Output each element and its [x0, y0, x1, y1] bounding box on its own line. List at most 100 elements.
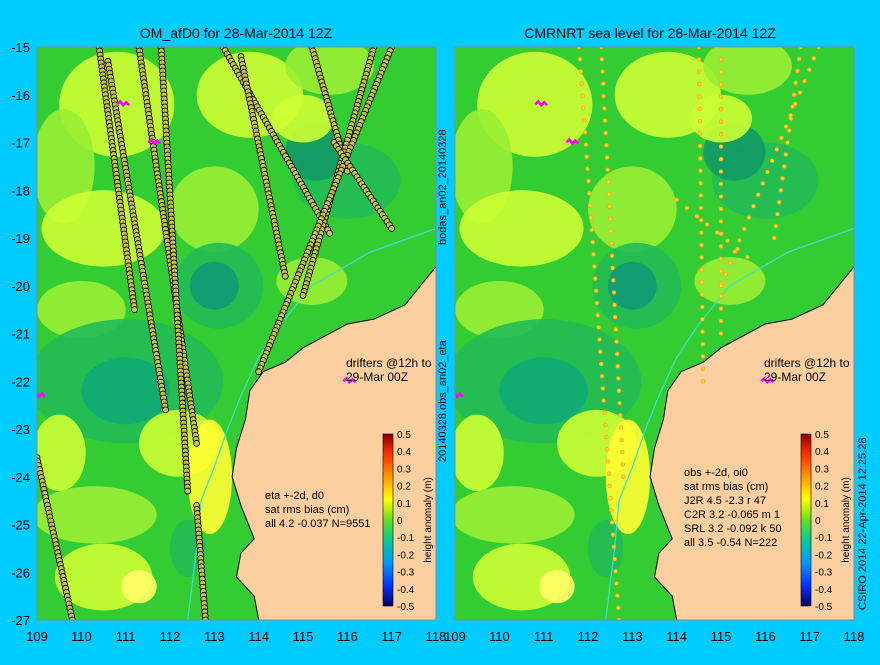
observation-point: [774, 147, 779, 152]
observation-point: [718, 331, 724, 336]
x-tick-label: 114: [248, 629, 269, 644]
observation-point: [783, 124, 789, 129]
observation-point: [697, 131, 703, 136]
observation-point: [597, 337, 602, 342]
observation-point: [701, 379, 706, 384]
left-drifter-note-line1: drifters @12h to: [346, 356, 432, 370]
colorbar-tick: 0.4: [815, 447, 829, 458]
observation-point: [698, 205, 704, 211]
anomaly-contour: [37, 486, 157, 544]
left-drifter-tracks: [37, 99, 357, 399]
observation-point: [697, 106, 702, 112]
y-tick-label: -23: [11, 422, 30, 437]
anomaly-contour: [689, 94, 753, 143]
observation-point: [802, 78, 807, 84]
track-observation: [131, 306, 138, 314]
observation-point: [590, 239, 595, 245]
anomaly-contour: [588, 166, 677, 253]
observation-point: [607, 483, 612, 489]
anomaly-contour: [81, 357, 170, 425]
colorbar-tick: 0.1: [815, 499, 829, 510]
observation-point: [582, 130, 588, 135]
x-tick-label: 111: [534, 629, 554, 644]
left-stats-line2: sat rms bias (cm): [265, 504, 349, 516]
colorbar-tick: 0.3: [397, 464, 411, 475]
observation-point: [735, 246, 740, 252]
observation-point: [737, 238, 742, 243]
observation-point: [616, 388, 622, 394]
observation-point: [718, 293, 724, 299]
observation-point: [606, 192, 612, 197]
observation-point: [714, 230, 720, 235]
right-drifter-note-line2: 29-Mar 00Z: [764, 370, 826, 384]
observation-point: [612, 556, 618, 562]
track-observation: [388, 225, 396, 232]
observation-point: [602, 106, 607, 111]
observation-point: [593, 288, 599, 294]
anomaly-contour: [539, 569, 575, 604]
colorbar-tick: 0: [397, 516, 403, 527]
track-observation: [184, 487, 192, 495]
colorbar-tick: -0.4: [815, 585, 833, 596]
observation-point: [700, 366, 706, 372]
colorbar-tick: 0.4: [397, 447, 411, 458]
x-tick-label: 116: [755, 629, 776, 644]
observation-point: [718, 57, 724, 62]
drifter-track: [116, 99, 131, 108]
left-colorbar: 0.5 0.4 0.3 0.2 0.1 0 -0.1 -0.2 -0.3 -0.4 -0.5 heig…: [382, 430, 434, 613]
observation-point: [718, 268, 724, 274]
observation-point: [604, 447, 610, 452]
anomaly-contour: [455, 414, 504, 492]
y-tick-label: -22: [11, 374, 30, 389]
observation-point: [700, 317, 705, 322]
x-tick-label: 117: [381, 629, 402, 644]
right-stats-line2: sat rms bias (cm): [684, 481, 768, 493]
observation-point: [620, 462, 626, 467]
x-tick-label: 116: [337, 629, 358, 644]
observation-point: [700, 329, 705, 334]
observation-point: [788, 112, 793, 118]
observation-point: [621, 474, 626, 479]
track-observation: [326, 229, 334, 237]
x-tick-label: 117: [799, 629, 820, 644]
observation-point: [599, 57, 605, 62]
observation-point: [614, 339, 619, 344]
observation-point: [613, 327, 619, 332]
y-tick-label: -18: [11, 183, 30, 198]
anomaly-contour: [170, 166, 259, 253]
observation-point: [602, 118, 608, 123]
left-stats-line1: eta +-2d, d0: [265, 490, 324, 502]
track-observation: [162, 406, 169, 414]
observation-point: [619, 449, 625, 455]
observation-point: [781, 164, 787, 169]
right-observation-points: [576, 47, 821, 620]
observation-point: [607, 204, 612, 209]
x-tick-label: 118: [426, 629, 447, 644]
observation-point: [806, 67, 812, 72]
anomaly-contour: [499, 357, 588, 425]
observation-point: [718, 194, 724, 199]
observation-point: [741, 226, 747, 232]
drifter-track: [342, 376, 357, 385]
observation-point: [698, 180, 703, 186]
observation-point: [697, 81, 702, 87]
observation-point: [611, 278, 616, 283]
observation-point: [751, 203, 756, 209]
anomaly-contour: [459, 190, 584, 267]
observation-point: [765, 169, 770, 175]
colorbar-tick: 0.5: [397, 430, 411, 441]
observation-point: [674, 197, 679, 203]
anomaly-contour: [189, 261, 239, 310]
observation-point: [615, 363, 621, 369]
track-observation: [193, 439, 201, 447]
right-drifter-tracks: [455, 99, 775, 399]
observation-point: [580, 93, 585, 99]
observation-point: [718, 206, 724, 212]
y-tick-label: -19: [11, 231, 30, 246]
observation-point: [696, 57, 702, 62]
observation-point: [718, 283, 724, 288]
observation-point: [773, 223, 779, 229]
observation-point: [609, 508, 614, 513]
observation-point: [601, 398, 607, 403]
